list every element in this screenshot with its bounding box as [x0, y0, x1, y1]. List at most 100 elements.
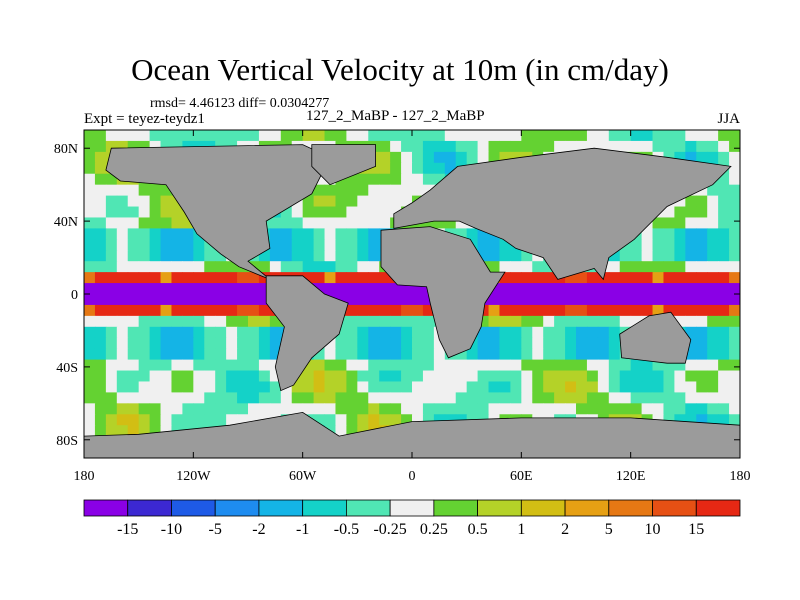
field-cell [116, 206, 129, 218]
field-cell [138, 359, 151, 372]
field-cell [390, 140, 402, 153]
field-cell [291, 261, 304, 273]
field-cell [160, 206, 172, 218]
field-cell [346, 195, 358, 208]
field-cell [663, 250, 675, 262]
field-cell [324, 261, 336, 273]
field-cell [674, 140, 686, 153]
field-cell [696, 250, 708, 262]
field-cell [652, 217, 664, 229]
field-cell [324, 195, 336, 208]
field-cell [237, 294, 249, 306]
field-cell [390, 359, 402, 372]
field-cell [105, 359, 118, 372]
field-cell [707, 261, 719, 273]
field-cell [204, 283, 216, 295]
field-cell [379, 173, 391, 186]
colorbar-level-label: 5 [605, 521, 613, 538]
field-cell [346, 304, 358, 317]
field-cell [499, 392, 511, 404]
field-cell [718, 381, 730, 393]
field-cell [127, 304, 140, 317]
field-cell [379, 294, 391, 306]
field-cell [116, 228, 129, 240]
field-cell [663, 294, 675, 306]
field-cell [685, 206, 697, 218]
field-cell [390, 370, 402, 382]
field-cell [291, 228, 304, 240]
field-cell [707, 195, 719, 208]
field-cell [302, 130, 315, 142]
field-cell [94, 337, 107, 350]
field-cell [313, 130, 326, 142]
colorbar-swatch [433, 499, 479, 517]
field-cell [499, 337, 511, 350]
field-cell [729, 304, 740, 317]
field-cell [532, 261, 544, 273]
field-cell [116, 414, 129, 426]
field-cell [488, 294, 500, 306]
field-cell [138, 272, 151, 284]
field-cell [422, 162, 435, 175]
field-cell [335, 130, 347, 142]
field-cell [433, 403, 446, 415]
field-cell [171, 414, 183, 426]
field-cell [532, 272, 544, 284]
field-cell [565, 392, 577, 404]
land-australia [619, 311, 692, 364]
field-cell [182, 403, 194, 415]
field-cell [510, 381, 522, 393]
field-cell [204, 304, 216, 317]
field-cell [204, 403, 216, 415]
field-cell [313, 195, 326, 208]
field-cell [499, 283, 511, 295]
field-cell [565, 370, 577, 382]
field-cell [696, 304, 708, 317]
field-cell [368, 272, 380, 284]
field-cell [674, 272, 686, 284]
field-cell [608, 359, 621, 372]
field-cell [368, 195, 380, 208]
field-cell [401, 326, 413, 339]
field-cell [412, 359, 424, 372]
field-cell [226, 337, 238, 350]
field-cell [412, 283, 424, 295]
field-cell [619, 304, 632, 317]
field-cell [630, 239, 643, 251]
field-cell [477, 370, 490, 382]
field-cell [269, 370, 282, 382]
field-cell [138, 370, 151, 382]
field-cell [226, 261, 238, 273]
field-cell [466, 370, 479, 382]
field-cell [127, 326, 140, 339]
field-cell [84, 162, 96, 175]
field-cell [608, 315, 621, 328]
field-cell [412, 294, 424, 306]
field-cell [368, 184, 380, 197]
field-cell [685, 195, 697, 208]
field-cell [193, 250, 205, 262]
field-cell [619, 294, 632, 306]
field-cell [280, 392, 293, 404]
field-cell [718, 392, 730, 404]
field-cell [532, 130, 544, 142]
field-cell [84, 359, 96, 372]
field-cell [335, 261, 347, 273]
field-cell [149, 206, 162, 218]
field-cell [84, 140, 96, 153]
field-cell [379, 315, 391, 328]
field-cell [597, 359, 610, 372]
field-cell [412, 392, 424, 404]
field-cell [94, 140, 107, 153]
field-cell [510, 403, 522, 415]
field-cell [379, 370, 391, 382]
field-cell [291, 392, 304, 404]
field-cell [576, 140, 588, 153]
field-cell [641, 140, 654, 153]
field-cell [652, 239, 664, 251]
field-cell [455, 359, 468, 372]
field-cell [444, 151, 457, 164]
field-cell [663, 359, 675, 372]
field-cell [258, 315, 271, 328]
field-cell [488, 151, 500, 164]
